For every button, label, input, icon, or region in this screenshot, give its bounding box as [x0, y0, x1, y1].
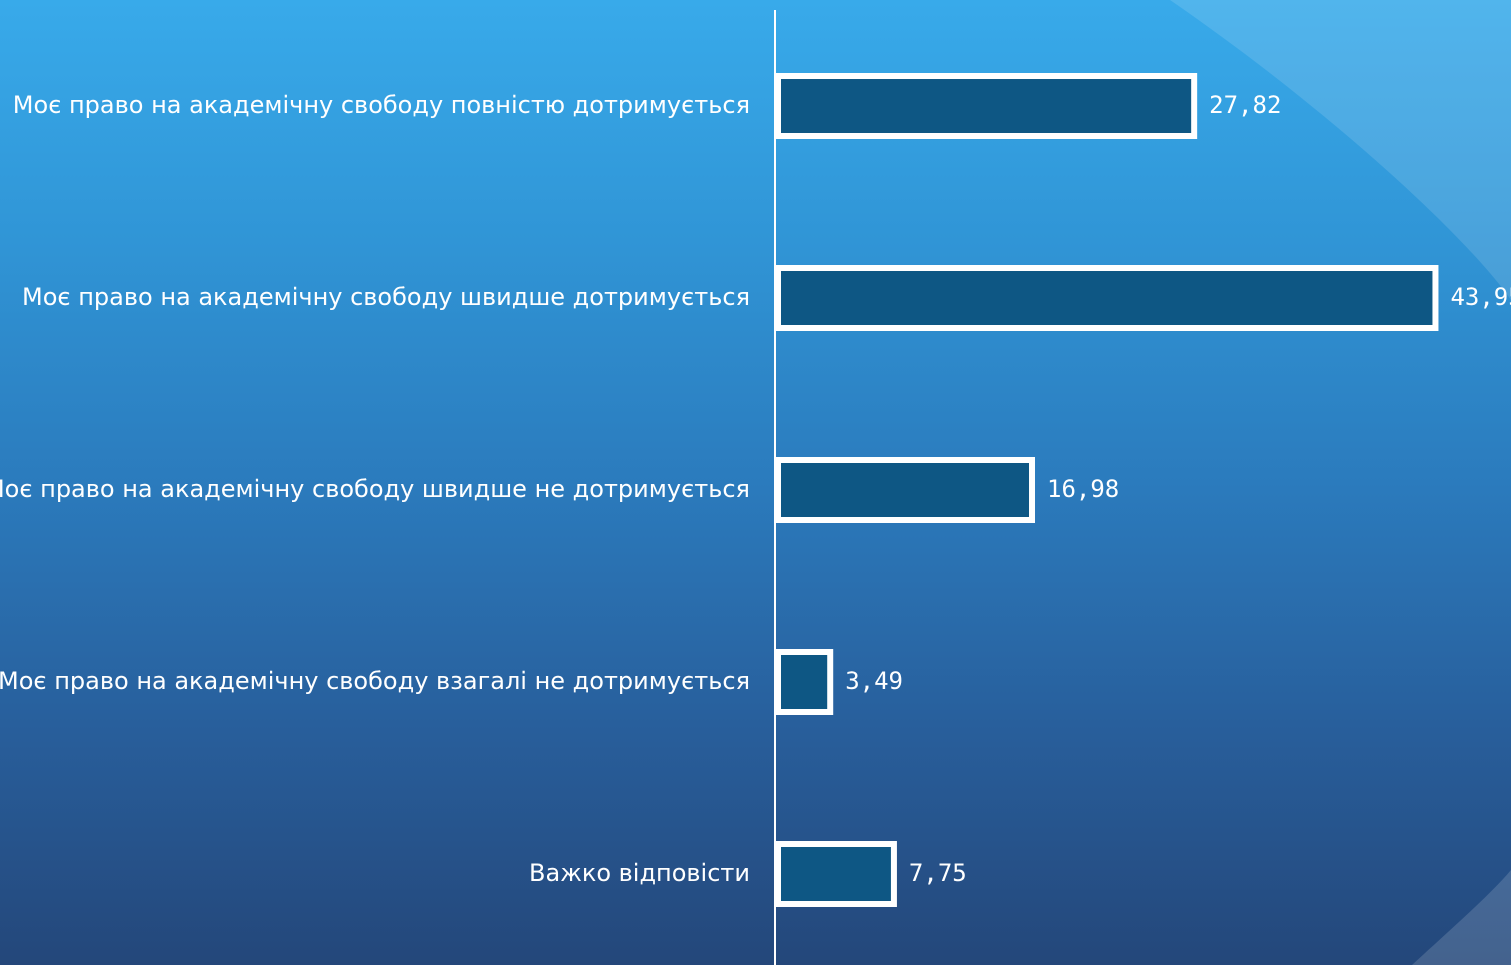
value-label-3: 16,98 [1047, 475, 1119, 503]
value-label-2: 43,95 [1450, 283, 1511, 311]
value-label-5: 7,75 [909, 859, 967, 887]
value-label-4: 3,49 [845, 667, 903, 695]
category-labels-group: Моє право на академічну свободу повністю… [0, 91, 750, 887]
bar-1 [775, 73, 1198, 139]
value-labels-group: 27,82 43,95 16,98 3,49 7,75 [845, 91, 1511, 887]
bars-group [775, 73, 1439, 907]
category-label-3: Моє право на академічну свободу швидше н… [0, 475, 750, 503]
bar-5 [775, 841, 897, 907]
category-label-2: Моє право на академічну свободу швидше д… [22, 283, 750, 311]
category-label-1: Моє право на академічну свободу повністю… [13, 91, 750, 119]
bar-2 [775, 265, 1439, 331]
category-label-5: Важко відповісти [529, 859, 750, 887]
bar-4 [775, 649, 834, 715]
bar-3 [775, 457, 1036, 523]
category-label-4: Моє право на академічну свободу взагалі … [0, 667, 750, 695]
value-label-1: 27,82 [1209, 91, 1281, 119]
